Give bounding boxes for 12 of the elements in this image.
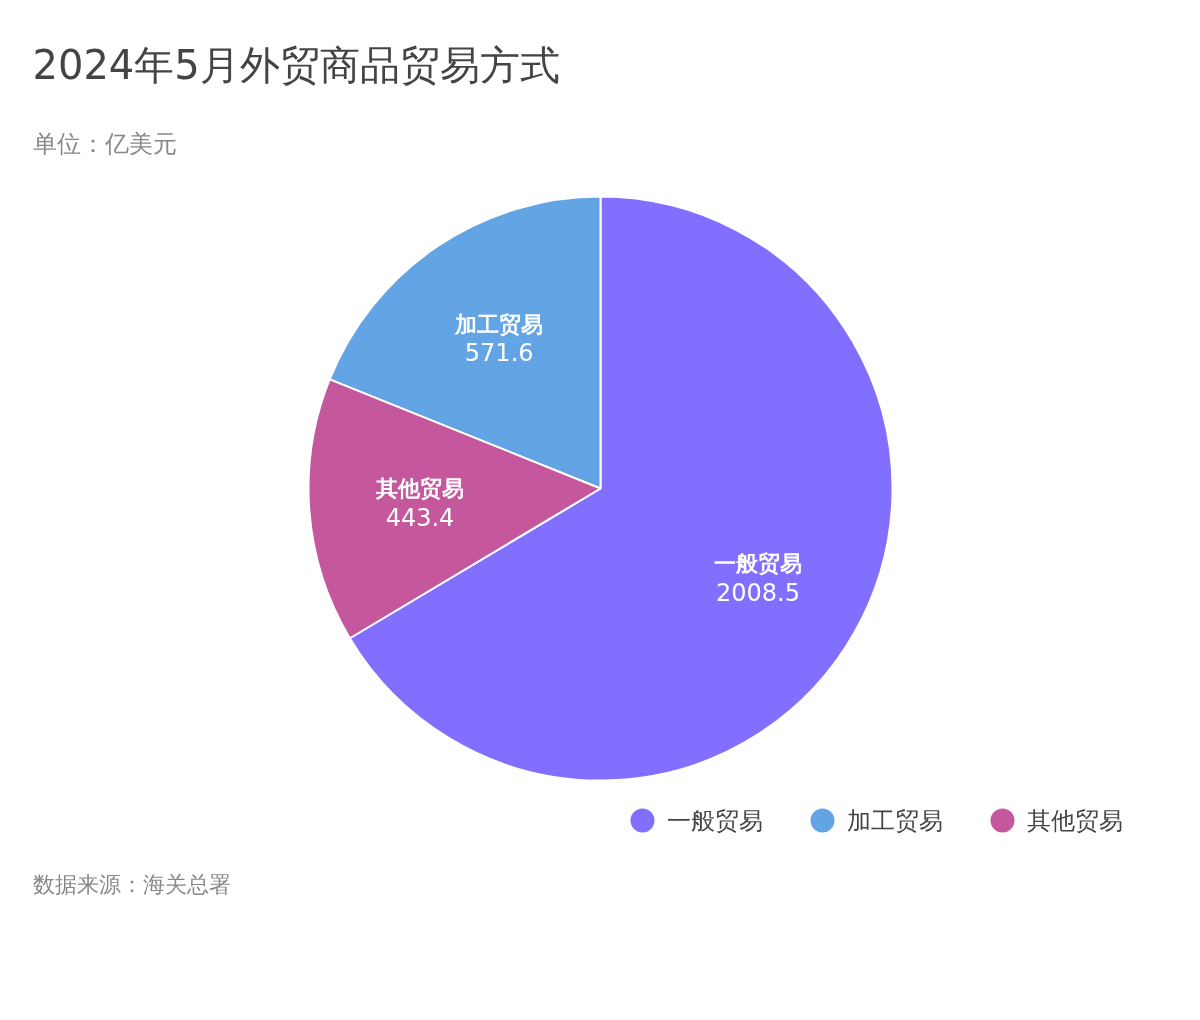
source-note: 数据来源：海关总署	[32, 872, 231, 897]
legend-label: 一般贸易	[666, 806, 763, 835]
data-label: 443.4	[385, 503, 455, 532]
legend-label: 加工贸易	[846, 806, 943, 835]
slice-label: 其他贸易	[375, 476, 465, 502]
chart-title: 2024年5月外贸商品贸易方式	[32, 41, 560, 88]
data-label: 2008.5	[715, 578, 800, 607]
text: 单位：亿美元	[32, 129, 177, 158]
legend-label: 其他贸易	[1026, 806, 1123, 835]
slice-label: 一般贸易	[713, 551, 802, 577]
slice-label: 加工贸易	[454, 311, 544, 337]
data-label: 571.6	[464, 339, 534, 368]
